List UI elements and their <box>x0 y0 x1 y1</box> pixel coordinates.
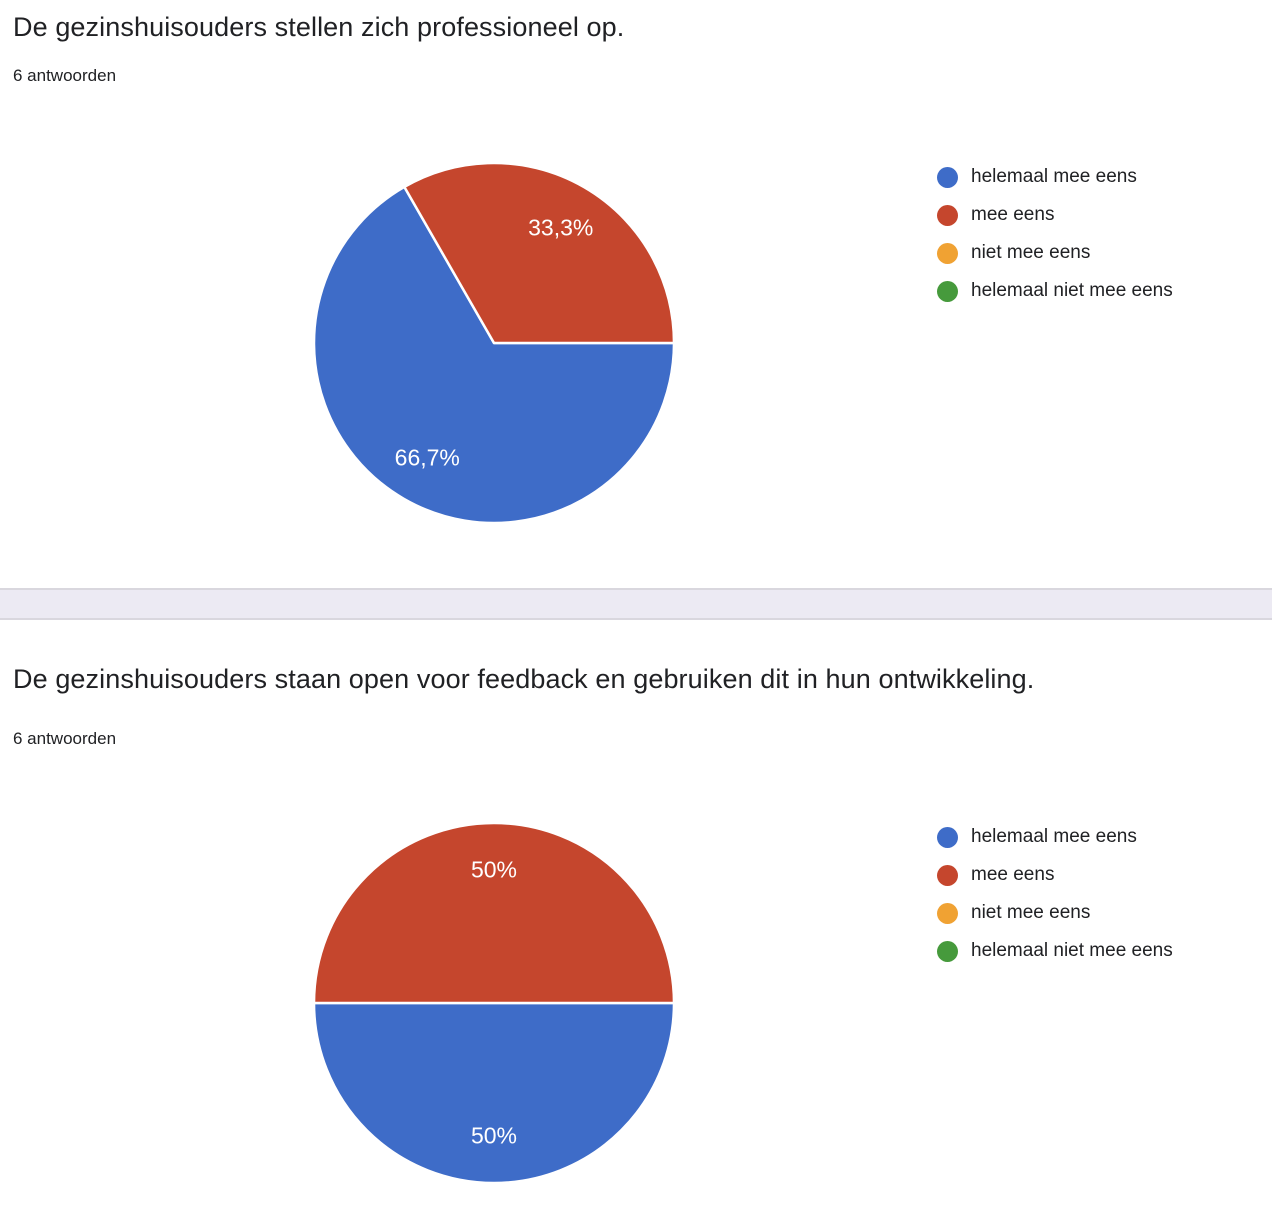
legend-label: mee eens <box>971 204 1055 225</box>
legend-dot-icon <box>937 826 958 848</box>
legend-label: niet mee eens <box>971 242 1091 263</box>
legend-label: helemaal niet mee eens <box>971 940 1173 961</box>
question-title-1: De gezinshuisouders stellen zich profess… <box>13 12 625 42</box>
pie-slice-helemaal-mee-eens[interactable] <box>313 185 675 524</box>
legend-dot-icon <box>937 204 958 226</box>
pie-slice-mee-eens[interactable] <box>313 822 675 1005</box>
legend-item-helemaal-mee-eens: helemaal mee eens <box>937 818 1173 856</box>
legend-label: niet mee eens <box>971 902 1091 923</box>
legend-dot-icon <box>937 864 958 886</box>
answers-count-2: 6 antwoorden <box>13 729 117 748</box>
pie-chart-2-svg <box>313 822 675 1184</box>
legend-label: helemaal niet mee eens <box>971 280 1173 301</box>
chart-legend-2: helemaal mee eens mee eens niet mee eens he… <box>937 818 1173 970</box>
legend-item-mee-eens: mee eens <box>937 196 1173 234</box>
pie-slice-mee-eens[interactable] <box>403 162 675 345</box>
chart-legend-1: helemaal mee eens mee eens niet mee eens he… <box>937 158 1173 310</box>
legend-label: mee eens <box>971 864 1055 885</box>
pie-slice-helemaal-mee-eens[interactable] <box>313 1001 675 1184</box>
pie-chart-1: 66,7% 33,3% <box>313 162 675 524</box>
legend-dot-icon <box>937 902 958 924</box>
answers-count-1: 6 antwoorden <box>13 66 117 85</box>
legend-item-niet-mee-eens: niet mee eens <box>937 234 1173 272</box>
legend-dot-icon <box>937 280 958 302</box>
pie-chart-1-svg <box>313 162 675 524</box>
pie-chart-2: 50% 50% <box>313 822 675 1184</box>
section-divider <box>0 588 1272 620</box>
question-title-2: De gezinshuisouders staan open voor feed… <box>13 664 1035 694</box>
legend-item-helemaal-niet-mee-eens: helemaal niet mee eens <box>937 932 1173 970</box>
legend-item-niet-mee-eens: niet mee eens <box>937 894 1173 932</box>
legend-label: helemaal mee eens <box>971 166 1137 187</box>
legend-label: helemaal mee eens <box>971 826 1137 847</box>
legend-dot-icon <box>937 242 958 264</box>
legend-dot-icon <box>937 940 958 962</box>
legend-dot-icon <box>937 166 958 188</box>
legend-item-helemaal-mee-eens: helemaal mee eens <box>937 158 1173 196</box>
legend-item-helemaal-niet-mee-eens: helemaal niet mee eens <box>937 272 1173 310</box>
legend-item-mee-eens: mee eens <box>937 856 1173 894</box>
